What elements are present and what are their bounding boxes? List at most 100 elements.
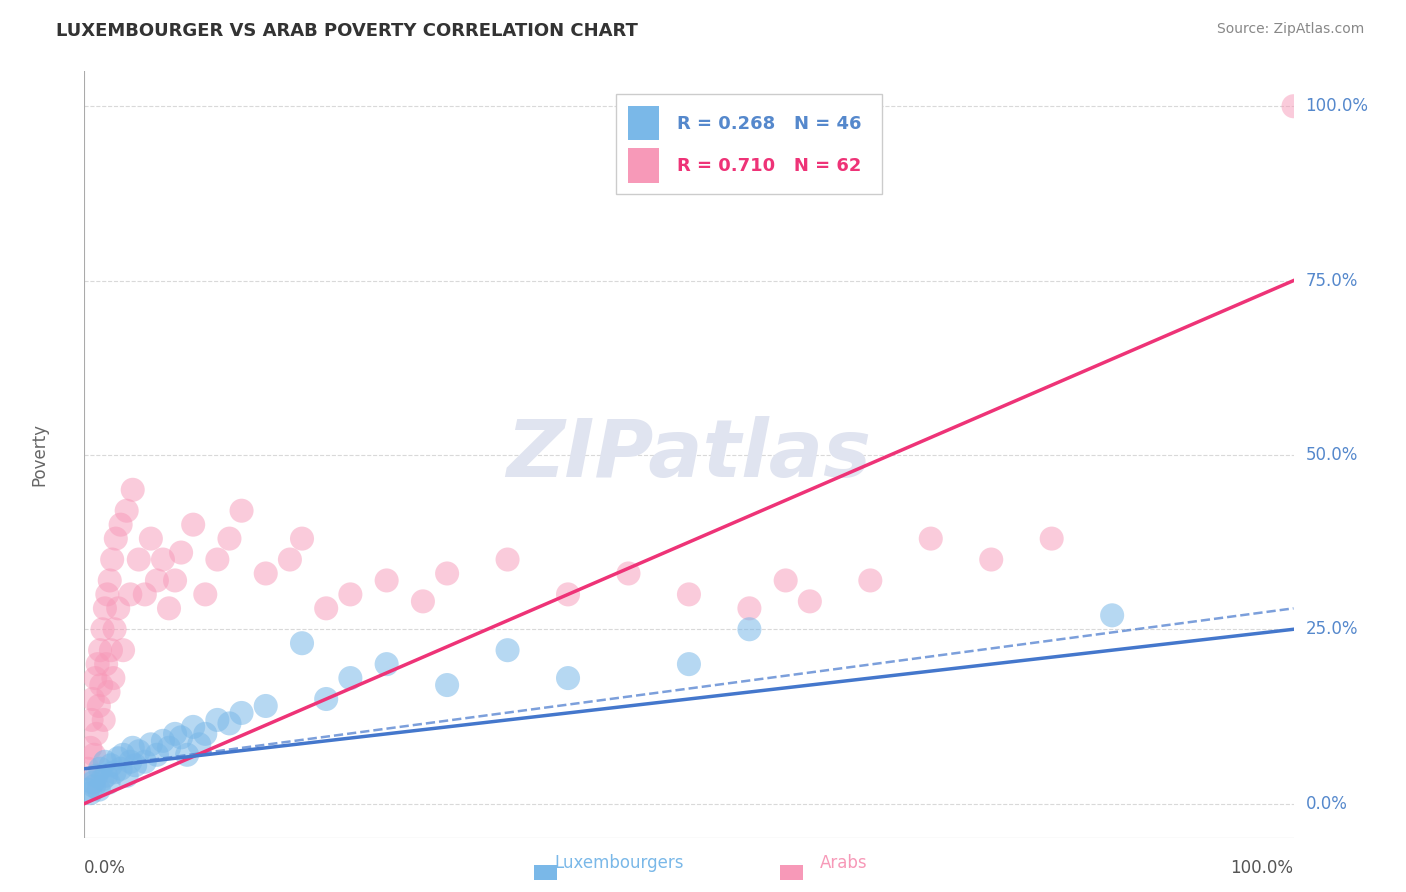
Point bbox=[104, 765, 127, 780]
Point bbox=[375, 657, 398, 672]
Point bbox=[77, 782, 100, 797]
Point bbox=[152, 552, 174, 566]
Point bbox=[100, 758, 122, 772]
Point bbox=[165, 727, 187, 741]
Point bbox=[98, 574, 121, 588]
Point bbox=[775, 574, 797, 588]
Text: 100.0%: 100.0% bbox=[1230, 859, 1294, 878]
Point bbox=[93, 713, 115, 727]
Point bbox=[231, 504, 253, 518]
Point bbox=[82, 775, 104, 789]
Point bbox=[176, 747, 198, 762]
Point bbox=[87, 782, 110, 797]
Point bbox=[94, 601, 117, 615]
Text: Poverty: Poverty bbox=[30, 424, 48, 486]
Point bbox=[86, 769, 108, 783]
Point bbox=[83, 747, 105, 762]
Point bbox=[134, 755, 156, 769]
Point bbox=[278, 552, 301, 566]
Point bbox=[859, 574, 882, 588]
Point bbox=[436, 678, 458, 692]
Point bbox=[617, 566, 640, 581]
Point bbox=[170, 731, 193, 745]
Point bbox=[77, 762, 100, 776]
Point bbox=[91, 622, 114, 636]
Point bbox=[254, 566, 277, 581]
Point bbox=[799, 594, 821, 608]
Point bbox=[254, 698, 277, 713]
Point bbox=[678, 657, 700, 672]
Point bbox=[115, 769, 138, 783]
Point bbox=[157, 740, 180, 755]
Point bbox=[112, 747, 135, 762]
Point bbox=[170, 545, 193, 559]
Point bbox=[128, 552, 150, 566]
Point bbox=[79, 740, 101, 755]
Point bbox=[1101, 608, 1123, 623]
Point bbox=[207, 713, 229, 727]
Point bbox=[231, 706, 253, 720]
Point bbox=[87, 698, 110, 713]
Point bbox=[181, 517, 204, 532]
Text: 50.0%: 50.0% bbox=[1306, 446, 1358, 464]
Point bbox=[557, 587, 579, 601]
Point bbox=[86, 657, 108, 672]
Text: 25.0%: 25.0% bbox=[1306, 620, 1358, 639]
Point bbox=[128, 744, 150, 758]
Point bbox=[94, 769, 117, 783]
Point bbox=[139, 532, 162, 546]
Point bbox=[107, 751, 129, 765]
Text: Source: ZipAtlas.com: Source: ZipAtlas.com bbox=[1216, 22, 1364, 37]
Point bbox=[152, 734, 174, 748]
Point bbox=[157, 601, 180, 615]
Point bbox=[110, 762, 132, 776]
Point bbox=[218, 532, 240, 546]
Point bbox=[83, 779, 105, 793]
Point bbox=[339, 671, 361, 685]
Point bbox=[107, 601, 129, 615]
Text: 100.0%: 100.0% bbox=[1306, 97, 1368, 115]
Point bbox=[207, 552, 229, 566]
Point bbox=[121, 483, 143, 497]
Point bbox=[84, 671, 107, 685]
Point bbox=[194, 727, 217, 741]
Point bbox=[1282, 99, 1305, 113]
Point bbox=[89, 643, 111, 657]
Text: R = 0.268   N = 46: R = 0.268 N = 46 bbox=[676, 114, 862, 133]
Point bbox=[738, 622, 761, 636]
Point bbox=[194, 587, 217, 601]
Point bbox=[980, 552, 1002, 566]
Point bbox=[115, 504, 138, 518]
Point bbox=[89, 762, 111, 776]
Point bbox=[104, 532, 127, 546]
Point bbox=[218, 716, 240, 731]
Point bbox=[557, 671, 579, 685]
Point bbox=[146, 574, 169, 588]
Point bbox=[146, 747, 169, 762]
Point bbox=[412, 594, 434, 608]
Point bbox=[100, 643, 122, 657]
Point bbox=[79, 786, 101, 800]
Point bbox=[1040, 532, 1063, 546]
Point bbox=[91, 772, 114, 787]
Point bbox=[315, 601, 337, 615]
Point bbox=[291, 532, 314, 546]
Point bbox=[165, 574, 187, 588]
Text: 0.0%: 0.0% bbox=[84, 859, 127, 878]
Point bbox=[291, 636, 314, 650]
Point bbox=[315, 692, 337, 706]
Point bbox=[94, 755, 117, 769]
Point bbox=[339, 587, 361, 601]
Bar bbox=[628, 106, 659, 140]
Point bbox=[97, 775, 120, 789]
Bar bbox=[628, 148, 659, 183]
FancyBboxPatch shape bbox=[616, 95, 883, 194]
Text: LUXEMBOURGER VS ARAB POVERTY CORRELATION CHART: LUXEMBOURGER VS ARAB POVERTY CORRELATION… bbox=[56, 22, 638, 40]
Text: R = 0.710   N = 62: R = 0.710 N = 62 bbox=[676, 157, 862, 175]
Point bbox=[139, 737, 162, 751]
Point bbox=[496, 552, 519, 566]
Text: ZIPatlas: ZIPatlas bbox=[506, 416, 872, 494]
Point bbox=[120, 587, 142, 601]
Point bbox=[94, 657, 117, 672]
Point bbox=[121, 740, 143, 755]
